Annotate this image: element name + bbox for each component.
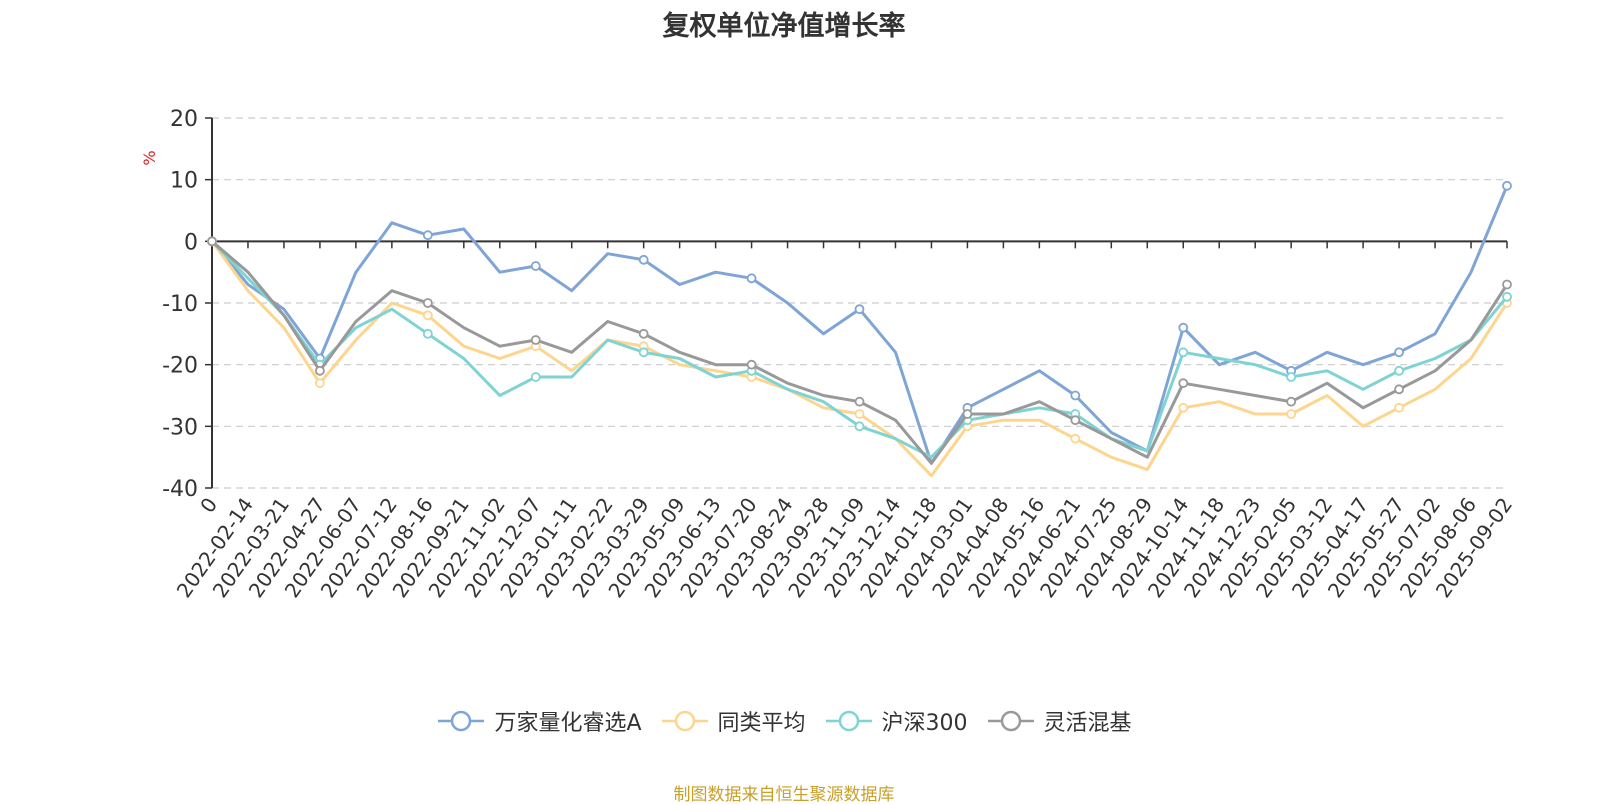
legend-marker-icon xyxy=(825,710,872,732)
data-point xyxy=(746,359,757,370)
data-point xyxy=(854,421,865,432)
y-tick-label: 20 xyxy=(170,107,198,132)
data-point xyxy=(1502,279,1512,290)
legend: 万家量化睿选A 同类平均 沪深300 灵活混基 xyxy=(0,705,1568,737)
chart-title: 复权单位净值增长率 xyxy=(662,11,906,42)
data-point xyxy=(422,230,433,241)
y-tick-label: 0 xyxy=(184,230,198,255)
data-point xyxy=(1394,402,1404,413)
y-tick-label: -20 xyxy=(162,354,198,379)
data-point xyxy=(854,304,865,315)
data-point xyxy=(207,236,217,247)
grid-lines xyxy=(212,117,1507,489)
data-point xyxy=(638,328,649,339)
data-point xyxy=(422,298,433,308)
data-point xyxy=(1502,180,1512,191)
legend-item[interactable]: 沪深300 xyxy=(824,705,968,737)
legend-label: 同类平均 xyxy=(717,711,806,736)
x-tick-label: 0 xyxy=(195,493,222,517)
legend-marker-icon xyxy=(987,710,1034,732)
y-axis-unit: % xyxy=(140,150,159,165)
data-point xyxy=(1178,378,1189,389)
data-point xyxy=(854,409,865,419)
data-point xyxy=(530,261,541,271)
data-point xyxy=(638,347,649,358)
y-tick-label: -30 xyxy=(162,415,198,440)
data-point xyxy=(422,328,433,339)
legend-label: 灵活混基 xyxy=(1043,711,1132,736)
y-tick-label: -40 xyxy=(162,477,198,502)
data-point xyxy=(315,365,325,376)
y-tick-label: -10 xyxy=(162,292,198,317)
data-point xyxy=(746,273,757,284)
legend-label: 沪深300 xyxy=(881,711,968,736)
data-point xyxy=(1394,365,1404,376)
data-point xyxy=(854,396,865,407)
data-point xyxy=(422,310,433,321)
tick-labels: -40-30-20-1001020%02022-02-142022-03-212… xyxy=(140,107,1517,602)
data-point xyxy=(1394,384,1404,395)
data-point xyxy=(1070,415,1081,426)
legend-marker-icon xyxy=(661,710,708,732)
data-point xyxy=(1286,396,1297,407)
data-point xyxy=(1394,347,1404,358)
data-point xyxy=(1178,322,1189,333)
legend-marker-icon xyxy=(438,710,485,732)
data-point xyxy=(1178,402,1189,413)
source-note: 制图数据来自恒生聚源数据库 xyxy=(673,785,895,805)
data-point xyxy=(1070,433,1081,444)
data-point xyxy=(1502,291,1512,302)
y-tick-label: 10 xyxy=(170,169,198,194)
axes xyxy=(205,117,1508,489)
data-point xyxy=(315,378,325,389)
legend-item[interactable]: 同类平均 xyxy=(660,705,806,737)
data-point xyxy=(1286,372,1297,382)
data-point xyxy=(638,254,649,265)
legend-item[interactable]: 灵活混基 xyxy=(986,705,1132,737)
legend-item[interactable]: 万家量化睿选A xyxy=(436,705,642,737)
data-point xyxy=(962,409,973,419)
series-lines xyxy=(207,180,1512,478)
data-point xyxy=(530,335,541,345)
data-point xyxy=(530,372,541,382)
data-point xyxy=(1286,409,1297,419)
data-point xyxy=(1178,347,1189,358)
legend-label: 万家量化睿选A xyxy=(494,711,642,736)
data-point xyxy=(1070,390,1081,401)
